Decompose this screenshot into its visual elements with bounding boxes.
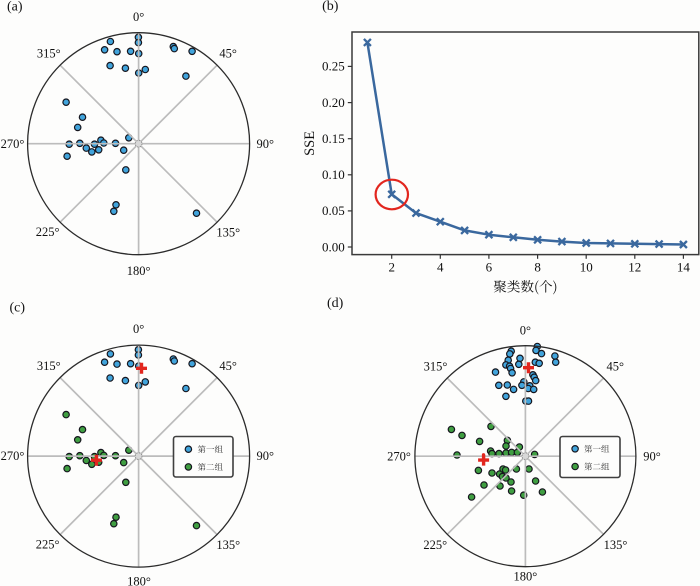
svg-text:0°: 0° bbox=[133, 10, 144, 24]
svg-text:4: 4 bbox=[437, 259, 444, 274]
svg-text:0°: 0° bbox=[133, 322, 144, 336]
svg-text:315°: 315° bbox=[424, 360, 448, 374]
svg-text:45°: 45° bbox=[607, 360, 625, 374]
svg-text:90°: 90° bbox=[643, 449, 661, 463]
svg-text:90°: 90° bbox=[257, 137, 275, 151]
svg-text:180°: 180° bbox=[127, 264, 151, 278]
svg-text:225°: 225° bbox=[36, 538, 60, 552]
svg-text:45°: 45° bbox=[219, 47, 237, 61]
svg-text:(d): (d) bbox=[327, 296, 344, 311]
svg-text:135°: 135° bbox=[604, 538, 628, 552]
svg-text:0.20: 0.20 bbox=[322, 95, 345, 110]
svg-text:0.15: 0.15 bbox=[322, 131, 345, 146]
svg-text:(c): (c) bbox=[10, 301, 26, 316]
svg-text:180°: 180° bbox=[127, 574, 151, 586]
svg-text:14: 14 bbox=[677, 259, 691, 274]
svg-text:0.25: 0.25 bbox=[322, 59, 345, 74]
svg-text:0.05: 0.05 bbox=[322, 203, 345, 218]
svg-text:45°: 45° bbox=[219, 359, 237, 373]
svg-text:6: 6 bbox=[486, 259, 493, 274]
svg-text:90°: 90° bbox=[257, 449, 275, 463]
svg-text:225°: 225° bbox=[36, 225, 60, 239]
svg-text:0°: 0° bbox=[520, 324, 531, 338]
svg-text:270°: 270° bbox=[1, 137, 25, 151]
svg-text:135°: 135° bbox=[216, 538, 240, 552]
svg-text:315°: 315° bbox=[37, 359, 61, 373]
svg-text:0.00: 0.00 bbox=[322, 239, 345, 254]
svg-text:270°: 270° bbox=[1, 449, 25, 463]
svg-text:225°: 225° bbox=[423, 538, 447, 552]
svg-text:8: 8 bbox=[534, 259, 541, 274]
svg-text:10: 10 bbox=[580, 259, 593, 274]
svg-text:12: 12 bbox=[628, 259, 641, 274]
svg-text:2: 2 bbox=[388, 259, 395, 274]
svg-text:(b): (b) bbox=[322, 0, 339, 14]
svg-text:(a): (a) bbox=[7, 0, 23, 15]
svg-text:270°: 270° bbox=[387, 449, 411, 463]
svg-text:SSE: SSE bbox=[302, 131, 318, 156]
svg-text:135°: 135° bbox=[216, 226, 240, 240]
svg-text:0.10: 0.10 bbox=[322, 167, 345, 182]
svg-text:315°: 315° bbox=[37, 46, 61, 60]
svg-text:180°: 180° bbox=[514, 570, 538, 584]
